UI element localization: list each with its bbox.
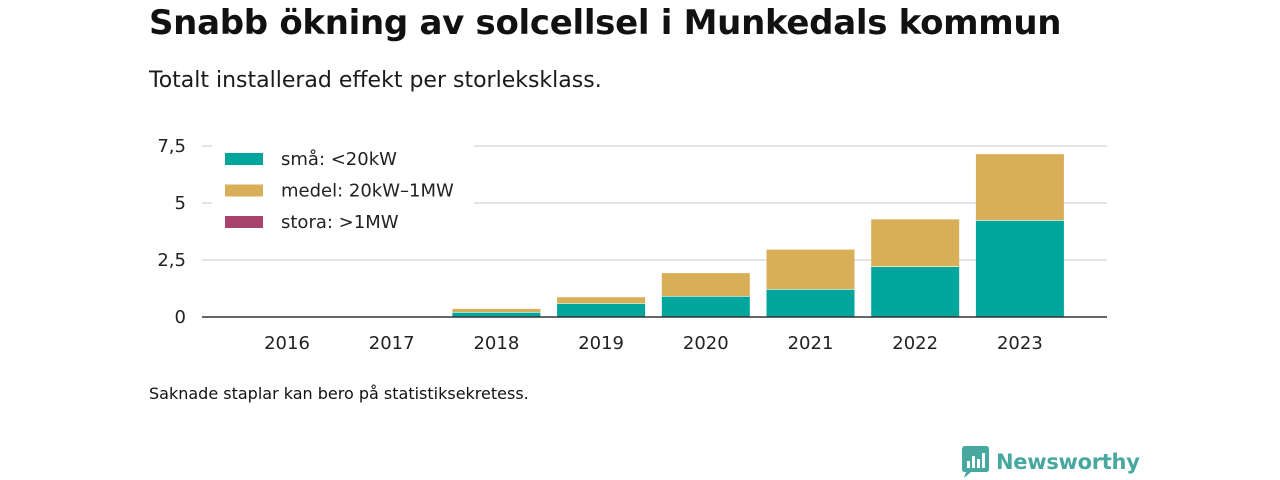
x-tick-label: 2018 — [473, 333, 519, 354]
y-tick-label: 5 — [175, 193, 186, 214]
bar-segment — [452, 308, 541, 312]
y-tick-label: 7,5 — [157, 136, 186, 157]
chart-subtitle: Totalt installerad effekt per storlekskl… — [149, 68, 602, 93]
footnote: Saknade staplar kan bero på statistiksek… — [149, 384, 529, 403]
brand-name: Newsworthy — [996, 450, 1140, 474]
brand-logo[interactable]: Newsworthy — [962, 446, 1140, 478]
x-tick-label: 2022 — [892, 333, 938, 354]
bar-segment — [452, 311, 541, 317]
bar-segment — [557, 296, 646, 304]
legend-label: små: <20kW — [281, 149, 397, 170]
bar-segment — [661, 272, 750, 297]
y-tick-label: 0 — [175, 307, 186, 328]
x-tick-label: 2017 — [369, 333, 415, 354]
legend-swatch — [225, 216, 263, 228]
x-tick-label: 2019 — [578, 333, 624, 354]
y-axis-ticks: 0 2,5 5 7,5 — [157, 136, 186, 328]
bar-segment — [975, 220, 1064, 317]
newsworthy-logo-icon — [962, 446, 989, 478]
x-tick-label: 2016 — [264, 333, 310, 354]
bar-segment — [766, 249, 855, 290]
x-tick-label: 2020 — [683, 333, 729, 354]
bar-segment — [871, 218, 960, 267]
y-tick-label: 2,5 — [157, 250, 186, 271]
legend-swatch — [225, 153, 263, 165]
bar-segment — [871, 266, 960, 317]
bar-segment — [557, 303, 646, 317]
legend: små: <20kW medel: 20kW–1MW stora: >1MW — [212, 140, 474, 240]
x-axis-ticks: 2016 2017 2018 2019 2020 2021 2022 2023 — [264, 333, 1043, 354]
bar-segment — [661, 296, 750, 317]
legend-label: medel: 20kW–1MW — [281, 181, 454, 202]
x-tick-label: 2021 — [788, 333, 834, 354]
legend-label: stora: >1MW — [281, 212, 399, 233]
stacked-bar-chart: 0 2,5 5 7,5 2016 2017 2018 2019 2020 2021 2022 202… — [157, 136, 1107, 354]
chart-title: Snabb ökning av solcellsel i Munkedals k… — [149, 3, 1062, 43]
legend-swatch — [225, 184, 263, 197]
bars — [243, 152, 1064, 318]
bar-segment — [766, 289, 855, 317]
x-tick-label: 2023 — [997, 333, 1043, 354]
bar-segment — [975, 153, 1064, 221]
